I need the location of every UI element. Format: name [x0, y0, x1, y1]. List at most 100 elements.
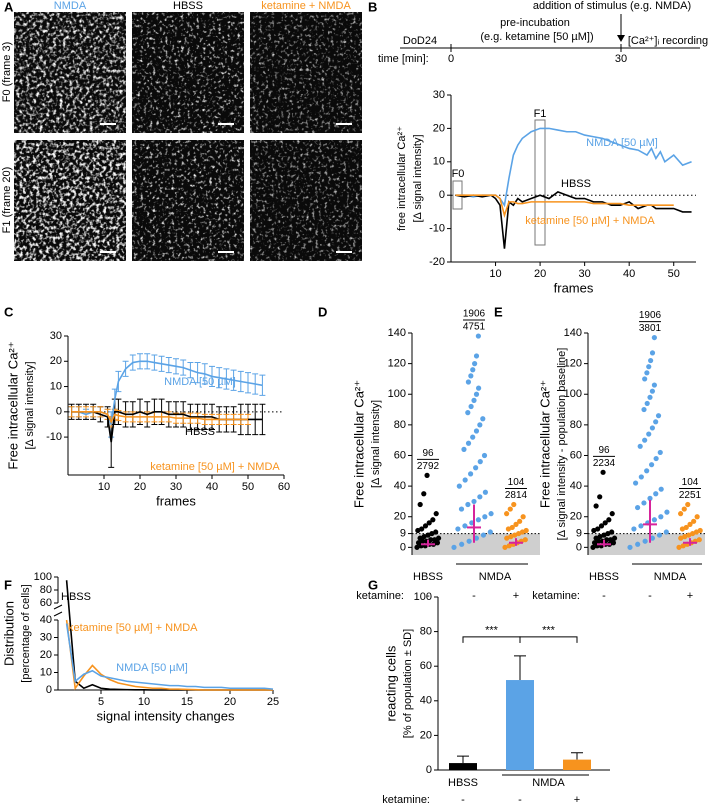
data-point [465, 501, 471, 508]
data-point [465, 379, 471, 385]
y-axis-subtitle: [% of population ± SD] [402, 629, 414, 738]
data-point [656, 532, 663, 538]
fraction-numerator: 104 [508, 477, 525, 488]
data-point [520, 514, 526, 520]
y-tick-label: 60 [40, 597, 52, 609]
panel-b-annotations: F0 F1 [452, 108, 547, 246]
data-point [653, 455, 659, 462]
data-point [593, 503, 599, 509]
data-point [593, 535, 599, 541]
x-tick-label: 50 [242, 481, 254, 493]
y-tick-label: 100 [34, 571, 52, 583]
timeline-text: pre-incubation [500, 17, 570, 29]
significance-label: *** [485, 625, 499, 637]
data-point [480, 416, 486, 422]
data-point [458, 506, 465, 512]
y-axis-title: free intracellular Ca²⁺ [396, 126, 408, 231]
timeline-tick-label: 0 [448, 53, 454, 65]
row-label: F1 (frame 20) [1, 167, 13, 234]
data-point [678, 511, 684, 517]
scale-bars [100, 123, 352, 253]
y-tick-label: 0 [56, 406, 62, 418]
data-point [597, 494, 603, 500]
data-point [602, 520, 608, 526]
data-point [471, 397, 477, 403]
data-point [676, 544, 682, 550]
data-point [638, 523, 644, 529]
data-point [456, 483, 462, 489]
data-point [637, 443, 643, 449]
data-point [627, 544, 633, 550]
series-label: NMDA [50 µM] [586, 137, 658, 149]
fraction-denominator: 3801 [639, 323, 662, 334]
y-tick-label: -10 [429, 223, 445, 235]
series-label: HBSS [61, 591, 91, 603]
y-tick-label: 60 [570, 449, 582, 461]
x-axis-title: signal intensity changes [96, 708, 235, 723]
panel-letter: F [4, 577, 12, 592]
data-point [455, 526, 461, 532]
sign-label: + [574, 794, 580, 806]
y-tick-label: 120 [564, 358, 582, 370]
x-tick-label: HBSS [448, 777, 478, 789]
series-line [65, 623, 274, 690]
frame-annotation: F1 [534, 108, 547, 120]
data-point [644, 370, 650, 376]
significance-label: *** [542, 625, 556, 637]
data-point [642, 376, 648, 382]
data-point [638, 474, 644, 480]
data-point [426, 520, 432, 526]
fraction-numerator: 104 [682, 477, 699, 488]
data-point [644, 400, 650, 407]
row-label: F0 (frame 3) [1, 42, 13, 103]
data-point [414, 544, 420, 550]
y-tick-label: 0 [46, 684, 52, 696]
data-point [651, 382, 658, 388]
frame-annotation: F0 [452, 168, 465, 180]
data-point [697, 527, 703, 534]
y-tick-label: 9 [576, 527, 582, 539]
data-point [696, 537, 702, 543]
data-point [649, 535, 656, 541]
fraction-numerator: 1906 [639, 310, 662, 321]
fraction-numerator: 96 [422, 448, 434, 459]
x-tick-label: HBSS [413, 571, 443, 583]
data-point [468, 471, 474, 477]
data-point [646, 431, 652, 437]
data-point [508, 534, 514, 540]
data-point [459, 541, 465, 547]
y-tick-label: 40 [394, 480, 406, 492]
timeline: addition of stimulus (e.g. NMDA) pre-inc… [378, 0, 708, 65]
data-point [657, 449, 663, 456]
data-point [473, 428, 480, 434]
data-point [488, 511, 494, 517]
x-tick-label: 60 [278, 481, 290, 493]
data-point [482, 514, 488, 520]
data-point [433, 511, 439, 517]
data-point [470, 434, 476, 440]
data-point [477, 494, 483, 500]
row-label: ketamine: [382, 794, 430, 806]
data-point [641, 500, 647, 506]
y-tick-label: 100 [564, 388, 582, 400]
data-point [649, 425, 656, 431]
y-tick-label: 140 [564, 327, 582, 339]
data-point [642, 538, 648, 544]
panel-letter: C [4, 304, 14, 319]
sign-label: + [513, 590, 519, 602]
data-point [424, 472, 430, 478]
sign-label: - [648, 590, 652, 602]
y-axis-subtitle: [Δ signal intensity] [412, 134, 424, 222]
data-point [417, 501, 423, 508]
data-point [678, 535, 684, 541]
data-point [681, 506, 687, 512]
x-tick-label: 30 [170, 481, 182, 493]
series-line [455, 194, 674, 219]
data-point [451, 544, 457, 550]
y-axis-subtitle: [Δ signal intensity] [24, 361, 36, 449]
y-tick-label: 20 [394, 511, 406, 523]
y-axis-title: Free intracellular Ca²⁺ [351, 380, 366, 508]
fraction-denominator: 4751 [463, 322, 486, 333]
series-line [71, 411, 248, 424]
